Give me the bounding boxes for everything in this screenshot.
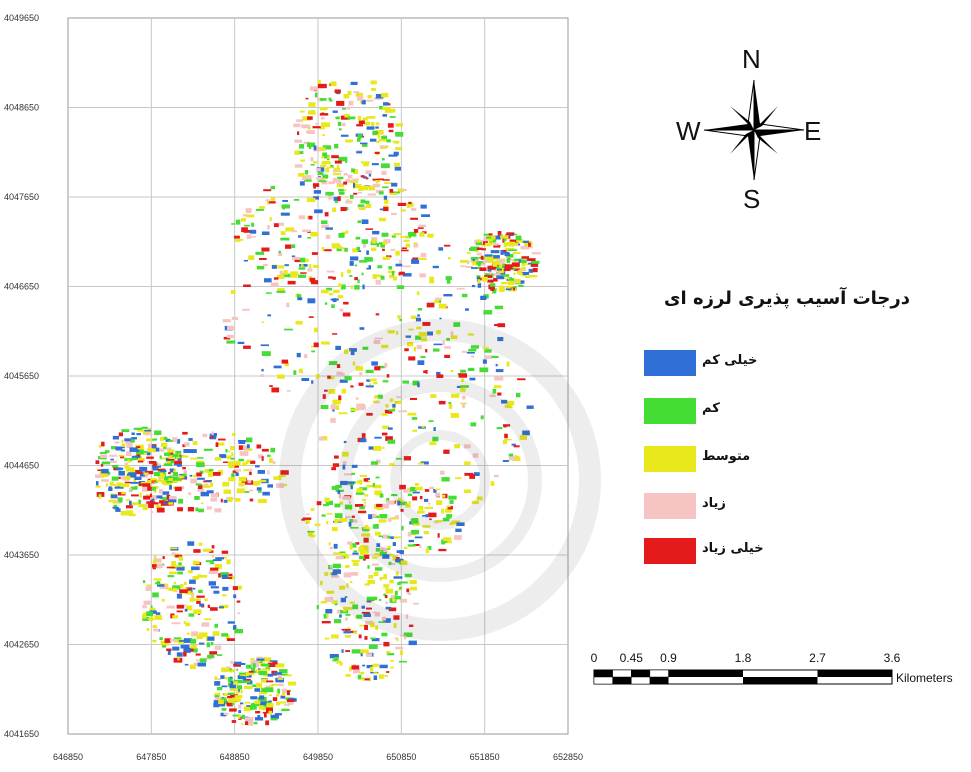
- legend-label: کم: [702, 401, 720, 416]
- legend-label: زیاد: [702, 496, 726, 511]
- scale-bar-label: 0: [591, 651, 598, 665]
- scale-bar-label: 2.7: [809, 651, 826, 665]
- building-vulnerability-layer: [95, 79, 541, 726]
- scale-bar: 0 0.45 0.9 1.8 2.7 3.6 Kilometers: [591, 651, 953, 685]
- legend-swatch: [644, 398, 696, 424]
- scale-bar-label: 3.6: [884, 651, 901, 665]
- legend-item-very-low: خیلی کم: [644, 350, 844, 376]
- northing-tick-label: 4044650: [4, 461, 39, 471]
- easting-tick-label: 646850: [53, 752, 83, 762]
- northing-tick-label: 4046650: [4, 282, 39, 292]
- easting-tick-label: 647850: [136, 752, 166, 762]
- legend-swatch: [644, 493, 696, 519]
- easting-tick-label: 651850: [470, 752, 500, 762]
- compass-west-label: W: [676, 116, 701, 146]
- northing-tick-label: 4045650: [4, 371, 39, 381]
- compass-south-label: S: [743, 184, 761, 214]
- northing-tick-label: 4049650: [4, 13, 39, 23]
- northing-tick-label: 4042650: [4, 640, 39, 650]
- legend-swatch: [644, 446, 696, 472]
- northing-tick-label: 4048650: [4, 103, 39, 113]
- legend-item-low: کم: [644, 398, 844, 424]
- legend-label: متوسط: [702, 449, 751, 464]
- northing-tick-label: 4047650: [4, 192, 39, 202]
- compass-north-label: N: [742, 44, 761, 74]
- northing-tick-label: 4041650: [4, 729, 39, 739]
- legend-item-high: زیاد: [644, 493, 844, 519]
- scale-bar-unit: Kilometers: [896, 671, 953, 685]
- scale-bar-label: 0.45: [620, 651, 644, 665]
- easting-tick-label: 652850: [553, 752, 583, 762]
- northing-tick-labels: 4049650 4048650 4047650 4046650 4045650 40446…: [4, 13, 39, 739]
- legend-title: درجات آسیب پذیری لرزه ای: [664, 288, 910, 309]
- legend-item-medium: متوسط: [644, 446, 844, 472]
- north-arrow: [703, 79, 805, 181]
- legend-label: خیلی زیاد: [702, 541, 764, 556]
- legend-item-very-high: خیلی زیاد: [644, 538, 844, 564]
- easting-tick-label: 649850: [303, 752, 333, 762]
- compass-east-label: E: [804, 116, 822, 146]
- legend-label: خیلی کم: [702, 353, 758, 368]
- watermark-emblem: [279, 319, 601, 641]
- legend-swatch: [644, 350, 696, 376]
- scale-bar-label: 0.9: [660, 651, 677, 665]
- northing-tick-label: 4043650: [4, 550, 39, 560]
- easting-tick-label: 650850: [386, 752, 416, 762]
- easting-tick-labels: 646850 647850 648850 649850 650850 651850 6528…: [53, 752, 583, 762]
- legend-swatch: [644, 538, 696, 564]
- scale-bar-label: 1.8: [735, 651, 752, 665]
- easting-tick-label: 648850: [220, 752, 250, 762]
